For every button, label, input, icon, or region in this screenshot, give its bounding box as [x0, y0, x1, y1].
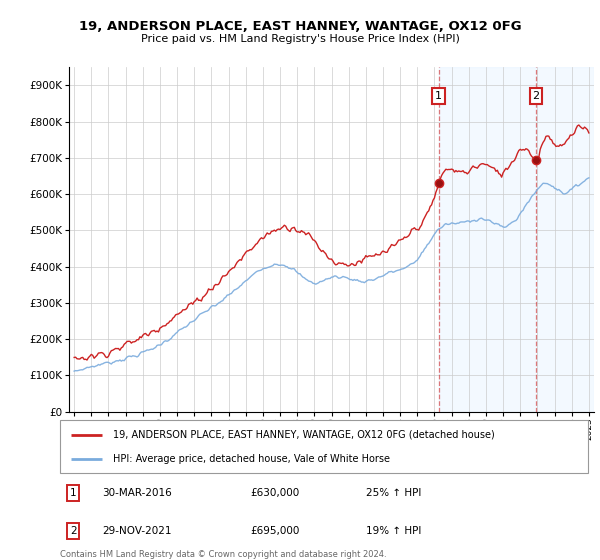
Text: 1: 1 — [435, 91, 442, 101]
Text: 29-NOV-2021: 29-NOV-2021 — [102, 526, 172, 535]
Text: HPI: Average price, detached house, Vale of White Horse: HPI: Average price, detached house, Vale… — [113, 454, 390, 464]
Text: 1: 1 — [70, 488, 77, 498]
Text: 19, ANDERSON PLACE, EAST HANNEY, WANTAGE, OX12 0FG: 19, ANDERSON PLACE, EAST HANNEY, WANTAGE… — [79, 20, 521, 32]
Text: 2: 2 — [70, 526, 77, 535]
Text: 19, ANDERSON PLACE, EAST HANNEY, WANTAGE, OX12 0FG (detached house): 19, ANDERSON PLACE, EAST HANNEY, WANTAGE… — [113, 430, 494, 440]
Text: 2: 2 — [532, 91, 539, 101]
Bar — [439, 67, 594, 412]
Text: Contains HM Land Registry data © Crown copyright and database right 2024.
This d: Contains HM Land Registry data © Crown c… — [60, 550, 386, 560]
Text: £695,000: £695,000 — [250, 526, 299, 535]
Text: 30-MAR-2016: 30-MAR-2016 — [102, 488, 172, 498]
Text: 19% ↑ HPI: 19% ↑ HPI — [366, 526, 422, 535]
Text: Price paid vs. HM Land Registry's House Price Index (HPI): Price paid vs. HM Land Registry's House … — [140, 34, 460, 44]
Text: £630,000: £630,000 — [250, 488, 299, 498]
FancyBboxPatch shape — [60, 420, 588, 473]
Text: 25% ↑ HPI: 25% ↑ HPI — [366, 488, 422, 498]
